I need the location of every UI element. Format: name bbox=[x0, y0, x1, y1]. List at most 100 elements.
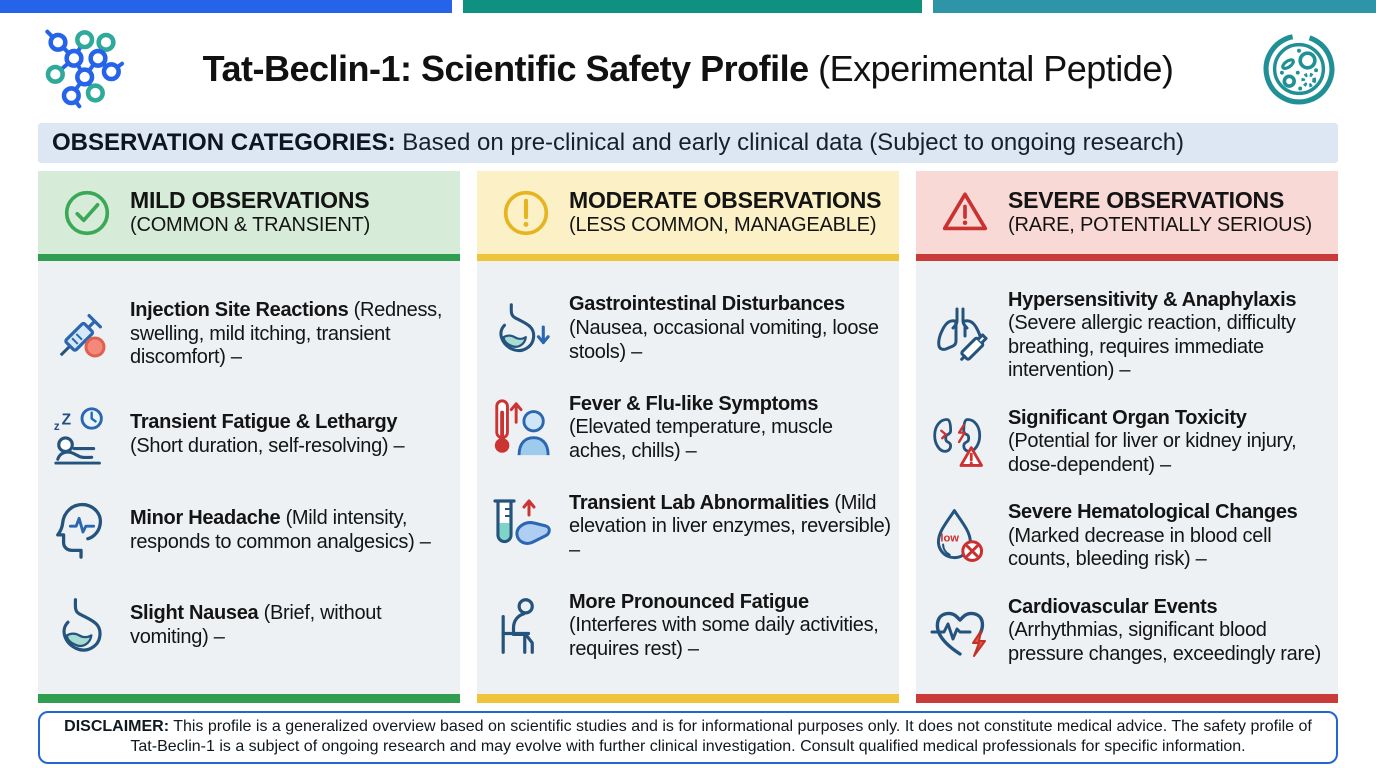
item-description: (Marked decrease in blood cell counts, b… bbox=[1008, 524, 1272, 571]
item-title: Fever & Flu-like Symptoms bbox=[569, 392, 819, 415]
column-titles: MODERATE OBSERVATIONS (LESS COMMON, MANA… bbox=[569, 187, 882, 237]
top-bar-gap bbox=[922, 0, 933, 13]
item-title: Minor Headache bbox=[130, 507, 281, 530]
observation-categories-banner: OBSERVATION CATEGORIES: Based on pre-cli… bbox=[38, 123, 1338, 163]
kidneys-warning-icon bbox=[933, 418, 983, 467]
syringe-icon bbox=[59, 314, 106, 358]
disclaimer-label: DISCLAIMER: bbox=[64, 718, 170, 735]
blood-drop-low-icon: low bbox=[936, 508, 984, 562]
column-header: SEVERE OBSERVATIONS (RARE, POTENTIALLY S… bbox=[916, 171, 1338, 261]
column-header-icon-slot bbox=[60, 187, 114, 239]
item-title: Transient Lab Abnormalities bbox=[569, 491, 830, 514]
column-titles: SEVERE OBSERVATIONS (RARE, POTENTIALLY S… bbox=[1008, 188, 1312, 237]
item-title: Injection Site Reactions bbox=[130, 299, 349, 322]
lab-tube-liver-icon bbox=[493, 499, 551, 546]
seated-fatigue-icon bbox=[501, 598, 534, 655]
item-title: Severe Hematological Changes bbox=[1008, 501, 1298, 524]
top-bar-segment-light-teal bbox=[933, 0, 1376, 13]
item-description: (Interferes with some daily activities, … bbox=[569, 614, 879, 661]
item-text: Minor Headache (Mild intensity, responds… bbox=[130, 507, 458, 554]
observation-item: Injection Site Reactions (Redness, swell… bbox=[40, 299, 458, 370]
top-color-bar bbox=[0, 0, 1376, 13]
item-description: (Short duration, self-resolving) – bbox=[130, 434, 405, 457]
stomach-icon bbox=[62, 598, 102, 652]
svg-text:low: low bbox=[940, 532, 959, 544]
item-icon-slot bbox=[40, 596, 124, 656]
column-title: MODERATE OBSERVATIONS bbox=[569, 187, 882, 214]
item-text: Significant Organ Toxicity (Potential fo… bbox=[1008, 407, 1336, 478]
column-body: Hypersensitivity & Anaphylaxis (Severe a… bbox=[916, 261, 1338, 694]
column-subtitle: (LESS COMMON, MANAGEABLE) bbox=[569, 214, 877, 237]
item-description: (Mild elevation in liver enzymes, revers… bbox=[569, 491, 891, 561]
column-moderate: MODERATE OBSERVATIONS (LESS COMMON, MANA… bbox=[477, 171, 899, 703]
svg-text:z: z bbox=[54, 420, 60, 433]
item-text: Slight Nausea (Brief, without vomiting) … bbox=[130, 602, 458, 649]
item-icon-slot bbox=[479, 397, 563, 459]
item-title: Hypersensitivity & Anaphylaxis bbox=[1008, 288, 1297, 311]
item-description: (Mild intensity, responds to common anal… bbox=[130, 507, 431, 553]
item-text: Transient Lab Abnormalities (Mild elevat… bbox=[569, 492, 897, 563]
observation-columns: MILD OBSERVATIONS (COMMON & TRANSIENT) I… bbox=[38, 171, 1338, 703]
observation-item: low Severe Hematological Changes (Marked… bbox=[918, 501, 1336, 572]
lungs-injector-icon bbox=[937, 307, 988, 361]
observation-item: Slight Nausea (Brief, without vomiting) … bbox=[40, 596, 458, 656]
item-description: (Elevated temperature, muscle aches, chi… bbox=[569, 416, 833, 462]
item-icon-slot: low bbox=[918, 507, 1002, 567]
item-title: More Pronounced Fatigue bbox=[569, 590, 809, 613]
item-title: Slight Nausea bbox=[130, 602, 259, 625]
column-title: MILD OBSERVATIONS bbox=[130, 187, 370, 214]
item-icon-slot bbox=[479, 298, 563, 360]
item-title: Transient Fatigue & Lethargy bbox=[130, 411, 398, 434]
alert-circle-icon bbox=[503, 190, 549, 235]
item-icon-slot bbox=[40, 302, 124, 366]
item-title: Significant Organ Toxicity bbox=[1008, 406, 1247, 429]
item-description: (Nausea, occasional vomiting, loose stoo… bbox=[569, 316, 879, 363]
item-icon-slot bbox=[918, 599, 1002, 663]
item-description: (Brief, without vomiting) – bbox=[130, 602, 382, 648]
item-text: Fever & Flu-like Symptoms (Elevated temp… bbox=[569, 393, 897, 464]
banner-label: OBSERVATION CATEGORIES: bbox=[52, 129, 396, 156]
column-header-icon-slot bbox=[938, 187, 992, 239]
item-icon-slot bbox=[40, 500, 124, 562]
item-text: Cardiovascular Events (Arrhythmias, sign… bbox=[1008, 596, 1336, 667]
item-text: More Pronounced Fatigue (Interferes with… bbox=[569, 591, 897, 662]
top-bar-gap bbox=[452, 0, 463, 13]
item-description: (Severe allergic reaction, difficulty br… bbox=[1008, 312, 1296, 382]
observation-item: Transient Lab Abnormalities (Mild elevat… bbox=[479, 492, 897, 563]
stomach-down-icon bbox=[499, 303, 550, 352]
page-title-main: Tat-Beclin-1: Scientific Safety Profile bbox=[202, 48, 809, 89]
column-subtitle: (COMMON & TRANSIENT) bbox=[130, 214, 371, 237]
petri-dish-icon-slot bbox=[1238, 30, 1338, 108]
column-body: Injection Site Reactions (Redness, swell… bbox=[38, 261, 460, 694]
heart-ecg-icon bbox=[930, 611, 986, 657]
column-header: MODERATE OBSERVATIONS (LESS COMMON, MANA… bbox=[477, 171, 899, 261]
column-header: MILD OBSERVATIONS (COMMON & TRANSIENT) bbox=[38, 171, 460, 261]
observation-item: Fever & Flu-like Symptoms (Elevated temp… bbox=[479, 393, 897, 464]
column-body: Gastrointestinal Disturbances (Nausea, o… bbox=[477, 261, 899, 694]
petri-dish-icon bbox=[1263, 33, 1335, 105]
page-title: Tat-Beclin-1: Scientific Safety Profile … bbox=[138, 48, 1238, 90]
molecule-icon-slot bbox=[38, 29, 138, 109]
observation-item: More Pronounced Fatigue (Interferes with… bbox=[479, 591, 897, 662]
fever-icon bbox=[494, 399, 550, 456]
observation-item: Minor Headache (Mild intensity, responds… bbox=[40, 500, 458, 562]
column-titles: MILD OBSERVATIONS (COMMON & TRANSIENT) bbox=[130, 187, 371, 237]
item-description: (Potential for liver or kidney injury, d… bbox=[1008, 430, 1297, 476]
observation-item: Cardiovascular Events (Arrhythmias, sign… bbox=[918, 596, 1336, 667]
observation-item: Hypersensitivity & Anaphylaxis (Severe a… bbox=[918, 289, 1336, 383]
column-subtitle: (RARE, POTENTIALLY SERIOUS) bbox=[1008, 214, 1312, 237]
item-title: Gastrointestinal Disturbances bbox=[569, 293, 845, 316]
svg-text:Z: Z bbox=[62, 411, 72, 428]
column-severe: SEVERE OBSERVATIONS (RARE, POTENTIALLY S… bbox=[916, 171, 1338, 703]
observation-item: Significant Organ Toxicity (Potential fo… bbox=[918, 407, 1336, 478]
item-title: Cardiovascular Events bbox=[1008, 595, 1218, 618]
check-circle-icon bbox=[64, 190, 110, 235]
disclaimer-text: This profile is a generalized overview b… bbox=[130, 718, 1312, 756]
item-text: Severe Hematological Changes (Marked dec… bbox=[1008, 501, 1336, 572]
molecule-icon bbox=[45, 29, 124, 109]
column-header-icon-slot bbox=[499, 187, 553, 239]
headache-icon bbox=[56, 502, 103, 559]
